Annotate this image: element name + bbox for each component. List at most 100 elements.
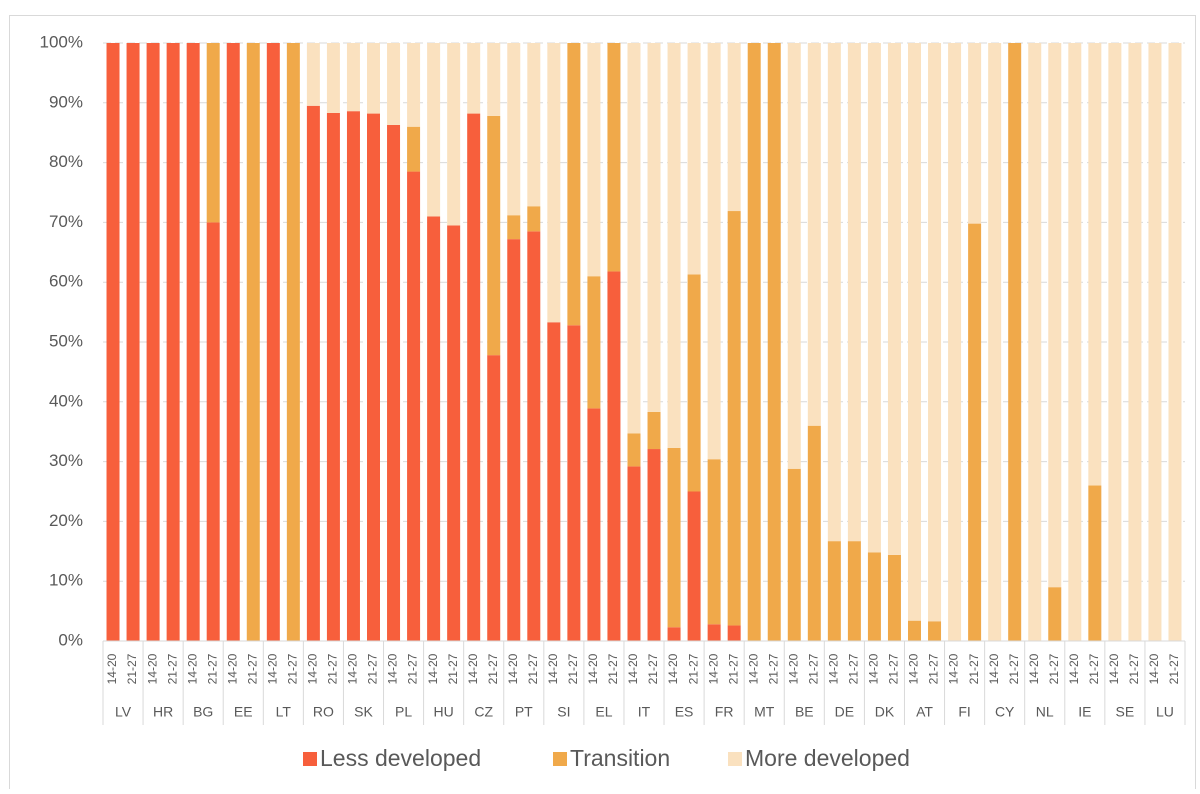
bar-segment bbox=[126, 43, 140, 641]
bar-segment bbox=[487, 43, 501, 116]
x-tick-label: 14-20 bbox=[626, 653, 640, 684]
bar-segment bbox=[507, 239, 521, 642]
x-tick-label: 14-20 bbox=[265, 653, 279, 684]
bar-segment bbox=[807, 43, 821, 426]
x-tick-label: 14-20 bbox=[225, 653, 239, 684]
bar-segment bbox=[847, 43, 861, 542]
bar-segment bbox=[827, 541, 841, 641]
x-tick-label: 14-20 bbox=[346, 653, 360, 684]
group-label: NL bbox=[1036, 704, 1054, 720]
bar-segment bbox=[387, 43, 401, 125]
bar-segment bbox=[627, 43, 641, 434]
x-tick-label: 21-27 bbox=[526, 653, 540, 684]
x-tick-label: 21-27 bbox=[847, 653, 861, 684]
bar-segment bbox=[727, 43, 741, 212]
group-label: IT bbox=[638, 704, 651, 720]
bar-segment bbox=[627, 466, 641, 641]
bar-segment bbox=[407, 171, 421, 641]
group-label: MT bbox=[754, 704, 775, 720]
bar-segment bbox=[607, 271, 621, 641]
bar-segment bbox=[367, 113, 380, 641]
bar-segment bbox=[427, 216, 441, 642]
x-tick-label: 21-27 bbox=[566, 653, 580, 684]
bar-segment bbox=[507, 43, 521, 216]
bar-segment bbox=[447, 225, 461, 641]
x-tick-label: 21-27 bbox=[486, 653, 500, 684]
y-tick-label: 50% bbox=[49, 331, 83, 350]
bar-segment bbox=[487, 355, 501, 641]
chart-frame bbox=[9, 15, 1196, 794]
bar-segment bbox=[407, 43, 421, 127]
bar-segment bbox=[1068, 43, 1082, 641]
y-tick-label: 20% bbox=[49, 511, 83, 530]
x-tick-label: 14-20 bbox=[1147, 653, 1161, 684]
bar-segment bbox=[1048, 43, 1062, 588]
bar-segment bbox=[787, 43, 801, 469]
bar-segment bbox=[687, 274, 701, 492]
bar-segment bbox=[547, 322, 561, 641]
bar-segment bbox=[507, 215, 521, 240]
legend-swatch bbox=[303, 752, 317, 766]
bar-segment bbox=[326, 43, 340, 113]
group-label: LT bbox=[276, 704, 292, 720]
bar-segment bbox=[968, 43, 982, 224]
x-tick-label: 14-20 bbox=[185, 653, 199, 684]
x-tick-label: 21-27 bbox=[766, 653, 780, 684]
x-tick-label: 21-27 bbox=[1127, 653, 1141, 684]
bar-segment bbox=[988, 43, 1002, 641]
x-tick-label: 14-20 bbox=[1067, 653, 1081, 684]
x-tick-label: 21-27 bbox=[205, 653, 219, 684]
bar-segment bbox=[407, 126, 421, 172]
bar-segment bbox=[807, 425, 821, 641]
group-label: SI bbox=[557, 704, 570, 720]
legend-label: More developed bbox=[745, 745, 910, 771]
group-label: SK bbox=[354, 704, 373, 720]
bar-segment bbox=[387, 124, 401, 641]
x-tick-label: 21-27 bbox=[1047, 653, 1061, 684]
bar-segment bbox=[1008, 43, 1022, 641]
x-tick-label: 21-27 bbox=[245, 653, 259, 684]
group-label: EL bbox=[595, 704, 612, 720]
x-tick-label: 14-20 bbox=[827, 653, 841, 684]
group-label: EE bbox=[234, 704, 253, 720]
bar-segment bbox=[266, 43, 280, 641]
y-tick-label: 0% bbox=[58, 630, 83, 649]
bar-segment bbox=[787, 468, 801, 641]
bar-segment bbox=[687, 491, 701, 641]
group-label: LV bbox=[115, 704, 132, 720]
x-tick-label: 21-27 bbox=[726, 653, 740, 684]
bar-segment bbox=[887, 43, 901, 555]
bar-segment bbox=[647, 43, 661, 412]
legend-swatch bbox=[553, 752, 567, 766]
bar-segment bbox=[867, 552, 881, 641]
bar-segment bbox=[607, 43, 621, 272]
x-tick-label: 14-20 bbox=[1027, 653, 1041, 684]
x-tick-label: 21-27 bbox=[967, 653, 981, 684]
x-tick-label: 14-20 bbox=[506, 653, 520, 684]
bar-segment bbox=[1128, 43, 1142, 641]
bar-segment bbox=[1028, 43, 1042, 641]
x-tick-label: 14-20 bbox=[947, 653, 961, 684]
bar-segment bbox=[847, 541, 861, 641]
bar-segment bbox=[867, 43, 881, 553]
group-label: AT bbox=[916, 704, 933, 720]
bar-segment bbox=[186, 43, 200, 641]
x-tick-label: 21-27 bbox=[165, 653, 179, 684]
x-tick-label: 21-27 bbox=[1007, 653, 1021, 684]
bar-segment bbox=[587, 408, 601, 641]
legend-label: Less developed bbox=[320, 745, 481, 771]
bar-segment bbox=[467, 43, 481, 114]
x-tick-label: 14-20 bbox=[907, 653, 921, 684]
x-tick-label: 14-20 bbox=[546, 653, 560, 684]
x-tick-label: 21-27 bbox=[806, 653, 820, 684]
bar-segment bbox=[587, 276, 601, 409]
x-tick-label: 14-20 bbox=[466, 653, 480, 684]
y-tick-label: 70% bbox=[49, 212, 83, 231]
group-label: PL bbox=[395, 704, 412, 720]
x-tick-label: 21-27 bbox=[927, 653, 941, 684]
bar-segment bbox=[587, 43, 601, 277]
x-tick-label: 14-20 bbox=[746, 653, 760, 684]
group-label: DK bbox=[875, 704, 895, 720]
bar-segment bbox=[527, 43, 541, 207]
x-tick-label: 21-27 bbox=[286, 653, 300, 684]
